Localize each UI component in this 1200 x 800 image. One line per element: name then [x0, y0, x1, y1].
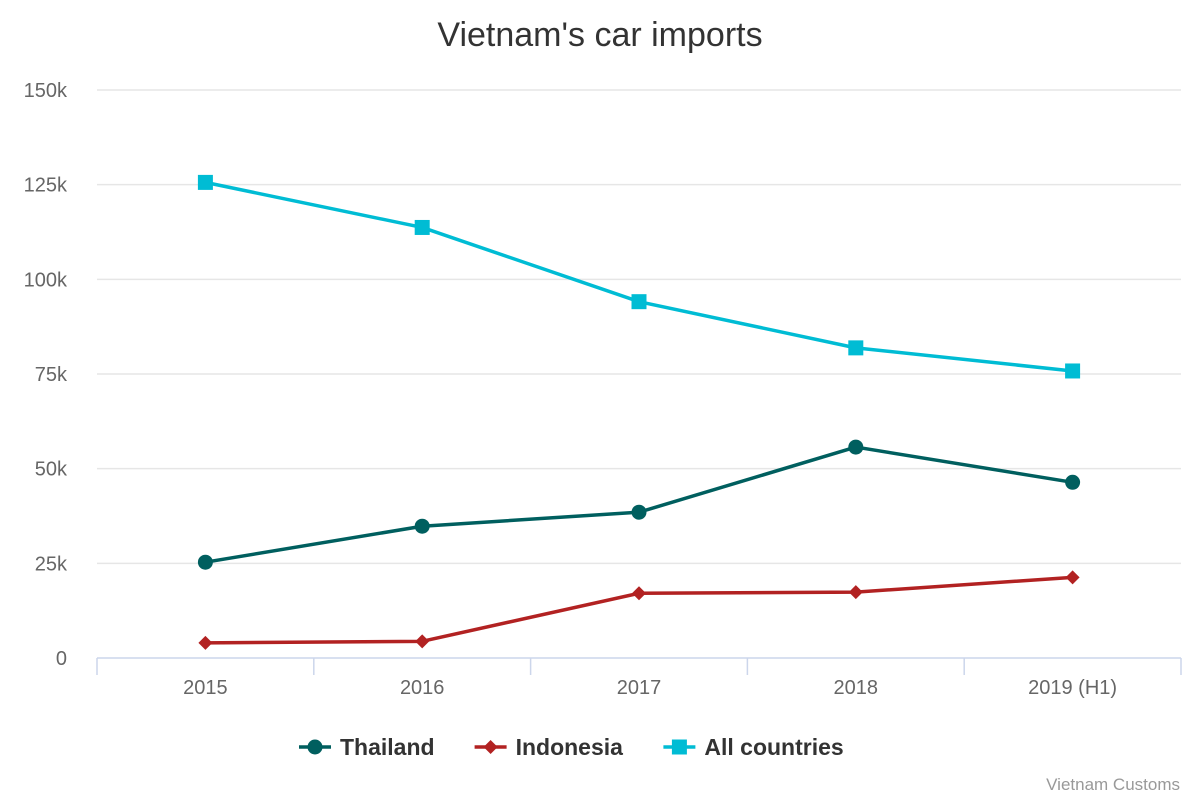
x-tick-label: 2016: [400, 677, 445, 699]
legend-item-indonesia[interactable]: Indonesia: [474, 734, 624, 760]
data-point-thailand[interactable]: [631, 504, 647, 520]
y-tick-label: 100k: [24, 269, 68, 291]
data-point-thailand[interactable]: [1065, 474, 1081, 490]
y-tick-label: 0: [56, 648, 67, 670]
data-point-all-countries[interactable]: [848, 340, 864, 356]
legend-marker[interactable]: [671, 739, 687, 755]
legend-label: Indonesia: [516, 734, 624, 760]
chart-title: Vietnam's car imports: [437, 16, 762, 54]
data-point-indonesia[interactable]: [198, 635, 213, 650]
series-thailand: [197, 439, 1081, 570]
legend-marker[interactable]: [307, 739, 323, 755]
y-tick-label: 25k: [35, 553, 68, 575]
legend-item-all-countries[interactable]: All countries: [663, 734, 844, 760]
data-point-thailand[interactable]: [848, 439, 864, 455]
data-point-all-countries[interactable]: [414, 219, 430, 235]
series-line-thailand[interactable]: [203, 445, 1075, 564]
x-tick-label: 2018: [834, 677, 879, 699]
series-all-countries: [197, 174, 1081, 379]
y-tick-label: 75k: [35, 364, 68, 386]
series-line-all-countries[interactable]: [203, 180, 1075, 373]
y-tick-label: 50k: [35, 459, 68, 481]
x-tick-label: 2015: [183, 677, 228, 699]
gridlines: [97, 89, 1181, 565]
legend-marker[interactable]: [483, 740, 498, 754]
credit-text[interactable]: Vietnam Customs: [1046, 775, 1180, 794]
data-point-all-countries[interactable]: [1065, 363, 1081, 379]
y-tick-label: 125k: [24, 175, 68, 197]
series-indonesia: [198, 570, 1080, 650]
x-tick-label: 2019 (H1): [1028, 677, 1117, 699]
y-tick-label: 150k: [24, 80, 68, 102]
series-lines: [197, 174, 1081, 650]
data-point-thailand[interactable]: [414, 518, 430, 534]
x-axis: 2015 2016 2017 2018 2019 (H1): [96, 657, 1182, 699]
data-point-indonesia[interactable]: [1065, 570, 1080, 585]
data-point-all-countries[interactable]: [197, 174, 213, 190]
legend: Thailand Indonesia All countries: [299, 734, 844, 760]
data-point-indonesia[interactable]: [632, 586, 646, 601]
data-point-all-countries[interactable]: [631, 294, 647, 310]
data-point-indonesia[interactable]: [848, 585, 863, 600]
x-tick-label: 2017: [617, 677, 662, 699]
legend-label: All countries: [704, 734, 843, 760]
data-point-thailand[interactable]: [197, 554, 213, 570]
legend-item-thailand[interactable]: Thailand: [299, 734, 435, 760]
data-point-indonesia[interactable]: [415, 634, 430, 649]
legend-label: Thailand: [340, 734, 435, 760]
y-axis-ticks: 0 25k 50k 75k 100k 125k 150k: [24, 80, 68, 670]
